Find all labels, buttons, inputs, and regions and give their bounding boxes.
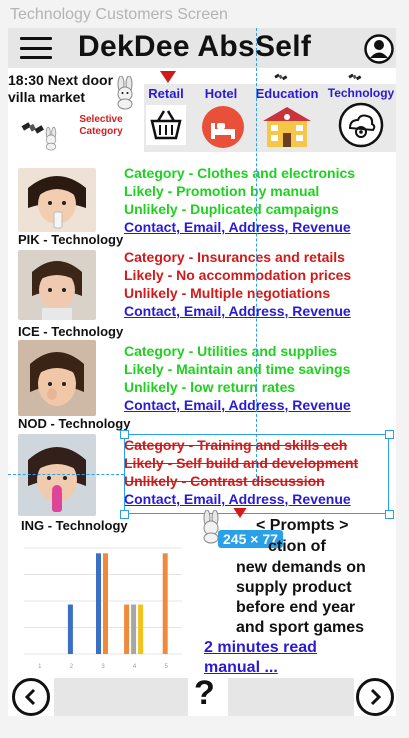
top-bar: DekDee AbsSelf xyxy=(8,28,396,68)
prompts-heading: < Prompts > xyxy=(256,517,349,534)
shopping-basket-icon xyxy=(146,105,186,145)
rabbit-mascot-icon xyxy=(198,509,224,549)
unlikely-line: Unlikely - Duplicated campaigns xyxy=(124,201,339,217)
rabbit-mascot-icon xyxy=(42,126,60,157)
chart-tick-label: 1 xyxy=(38,664,42,670)
bar-chart: 1 2 3 4 5 xyxy=(18,542,188,672)
tab-education-label: Education xyxy=(255,86,319,101)
chart-bar xyxy=(103,553,108,654)
school-building-icon xyxy=(259,103,315,149)
chart-bar xyxy=(96,553,101,654)
next-button[interactable] xyxy=(356,678,394,716)
rabbit-mascot-icon xyxy=(112,75,138,115)
selection-box[interactable] xyxy=(124,434,389,514)
selected-pointer-icon xyxy=(233,505,247,523)
customer-name: ING - Technology xyxy=(21,518,128,533)
chart-tick-label: 5 xyxy=(165,664,169,670)
customer-details: Category - Training and skills ech Likel… xyxy=(124,436,358,508)
selective-category-label[interactable]: Selective Category xyxy=(79,114,123,137)
resize-handle[interactable] xyxy=(120,510,129,519)
help-button-bg xyxy=(188,678,228,716)
customer-card[interactable] xyxy=(18,168,96,232)
prompt-line-4: before end year xyxy=(236,599,356,616)
customer-details: Category - Utilities and supplies Likely… xyxy=(124,342,351,414)
prompt-line-5: and sport games xyxy=(236,619,365,636)
dimension-badge: 245 × 77 xyxy=(218,530,283,548)
tab-technology-label: Technology xyxy=(327,86,395,100)
screen-label: Technology Customers Screen xyxy=(10,6,228,23)
category-line: Category - Training and skills ech xyxy=(124,437,348,453)
guide-line-vertical xyxy=(256,28,257,482)
tab-technology[interactable]: Technology xyxy=(326,86,396,148)
satellite-icon xyxy=(20,116,46,145)
customer-photo-avatar xyxy=(18,434,96,516)
chart-bar xyxy=(67,604,73,654)
hotel-bed-icon xyxy=(201,105,244,148)
customer-details: Category - Insurances and retails Likely… xyxy=(124,248,351,320)
hamburger-menu-icon[interactable] xyxy=(20,37,52,59)
customer-photo-avatar xyxy=(18,168,96,232)
tab-retail-label: Retail xyxy=(148,86,184,101)
tab-hotel-label: Hotel xyxy=(204,86,238,101)
likely-line: Likely - No accommodation prices xyxy=(124,267,352,283)
likely-line: Likely - Promotion by manual xyxy=(124,183,320,199)
contact-link[interactable]: Contact, Email, Address, Revenue xyxy=(124,397,351,413)
customer-photo-avatar xyxy=(18,340,96,416)
chart-tick-label: 3 xyxy=(101,664,105,670)
tab-retail[interactable]: Retail xyxy=(144,86,188,145)
likely-line: Likely - Maintain and time savings xyxy=(124,361,351,377)
customer-card[interactable] xyxy=(18,434,96,516)
user-profile-icon[interactable] xyxy=(364,34,394,64)
resize-handle[interactable] xyxy=(385,430,394,439)
chart-bar xyxy=(138,604,144,654)
satellite-icon xyxy=(272,70,290,89)
tab-hotel[interactable]: Hotel xyxy=(198,86,244,148)
prompts-body: Reduction of new demands on supply produ… xyxy=(236,538,396,638)
customer-name: PIK - Technology xyxy=(18,232,124,247)
contact-link[interactable]: Contact, Email, Address, Revenue xyxy=(124,303,351,319)
customer-name: ICE - Technology xyxy=(18,324,124,339)
category-line: Category - Utilities and supplies xyxy=(124,343,338,359)
time-location: 18:30 Next door villa market xyxy=(8,72,114,105)
phone-frame: DekDee AbsSelf 18:30 Next door villa mar… xyxy=(8,28,396,716)
chevron-left-icon xyxy=(24,688,36,706)
likely-line: Likely - Self build and development xyxy=(124,455,359,471)
chart-bar xyxy=(162,553,168,654)
app-title: DekDee AbsSelf xyxy=(78,30,312,63)
gear-cloud-icon xyxy=(338,102,384,148)
resize-handle[interactable] xyxy=(120,430,129,439)
chevron-right-icon xyxy=(370,688,382,706)
help-button[interactable]: ? xyxy=(194,674,215,712)
customer-card[interactable] xyxy=(18,250,96,320)
chart-bar xyxy=(131,604,137,654)
selected-pointer-icon xyxy=(160,70,176,88)
category-line: Category - Insurances and retails xyxy=(124,249,345,265)
unlikely-line: Unlikely - Multiple negotiations xyxy=(124,285,331,301)
contact-link[interactable]: Contact, Email, Address, Revenue xyxy=(124,219,351,235)
chart-bar xyxy=(124,604,130,654)
unlikely-line: Unlikely - Contrast discussion xyxy=(124,473,325,489)
read-manual-link[interactable]: 2 minutes read manual ... xyxy=(204,639,317,676)
customer-name: NOD - Technology xyxy=(18,416,131,431)
guide-line-horizontal xyxy=(8,474,124,475)
customer-photo-avatar xyxy=(18,250,96,320)
customer-details: Category - Clothes and electronics Likel… xyxy=(124,164,355,236)
chart-tick-label: 4 xyxy=(133,664,137,670)
satellite-icon xyxy=(346,70,364,89)
chart-tick-label: 2 xyxy=(70,664,74,670)
customer-card[interactable] xyxy=(18,340,96,416)
resize-handle[interactable] xyxy=(385,510,394,519)
contact-link[interactable]: Contact, Email, Address, Revenue xyxy=(124,491,351,507)
prompt-partial-word: ction of xyxy=(268,538,326,555)
prompt-line-3: supply product xyxy=(236,579,352,596)
prompt-line-2: new demands on xyxy=(236,559,366,576)
back-button[interactable] xyxy=(12,678,50,716)
unlikely-line: Unlikely - low return rates xyxy=(124,379,296,395)
bar-chart-svg: 1 2 3 4 5 xyxy=(24,547,182,670)
tab-education[interactable]: Education xyxy=(252,86,322,149)
category-line: Category - Clothes and electronics xyxy=(124,165,356,181)
